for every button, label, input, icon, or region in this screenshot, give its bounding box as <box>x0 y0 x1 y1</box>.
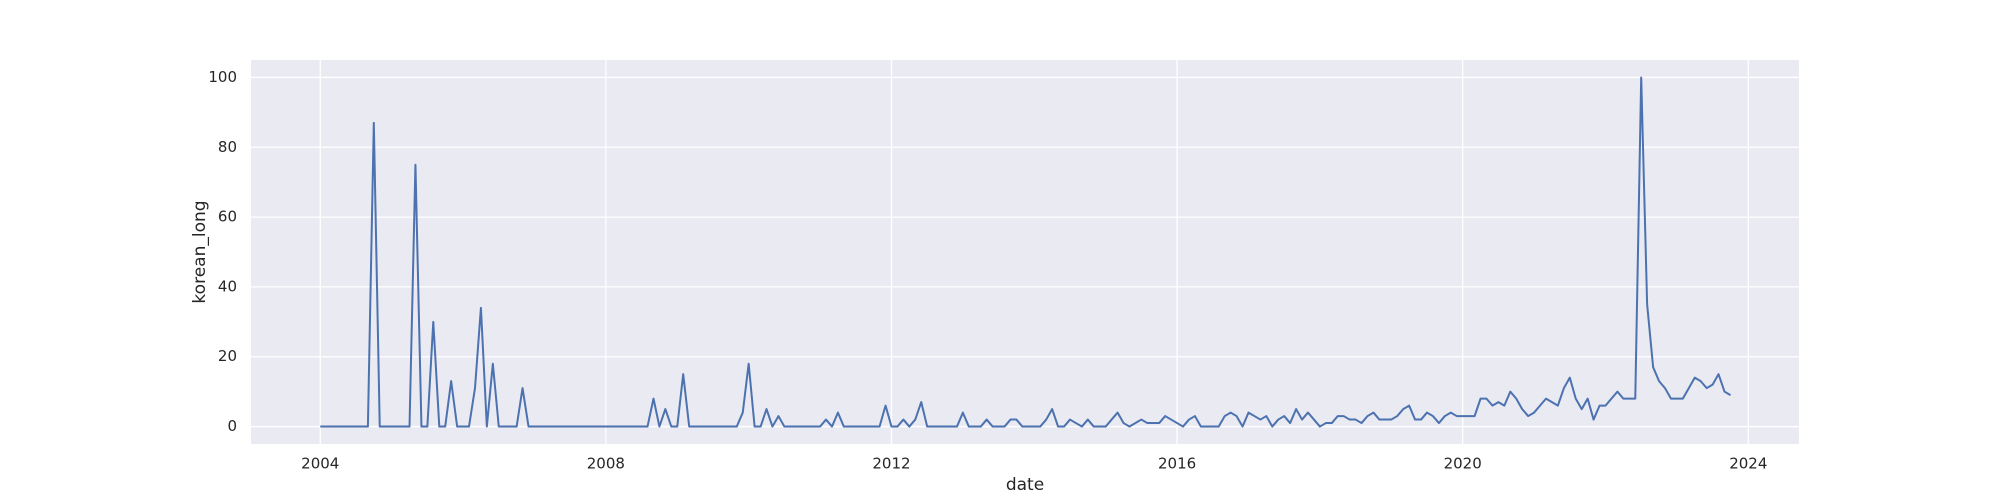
y-axis-label: korean_long <box>190 200 210 303</box>
x-tick-label: 2008 <box>587 455 625 473</box>
y-tick-label: 80 <box>218 138 237 156</box>
x-tick-label: 2004 <box>301 455 339 473</box>
x-tick-label: 2016 <box>1158 455 1196 473</box>
y-tick-label: 60 <box>218 208 237 226</box>
y-tick-label: 0 <box>227 417 237 435</box>
plot-area <box>251 60 1799 444</box>
data-line <box>320 76 1731 428</box>
x-tick-label: 2012 <box>872 455 910 473</box>
x-tick-label: 2024 <box>1729 455 1767 473</box>
x-tick-label: 2020 <box>1444 455 1482 473</box>
y-tick-label: 100 <box>208 68 237 86</box>
y-tick-label: 20 <box>218 347 237 365</box>
x-axis-label: date <box>1006 475 1044 495</box>
y-tick-label: 40 <box>218 277 237 295</box>
